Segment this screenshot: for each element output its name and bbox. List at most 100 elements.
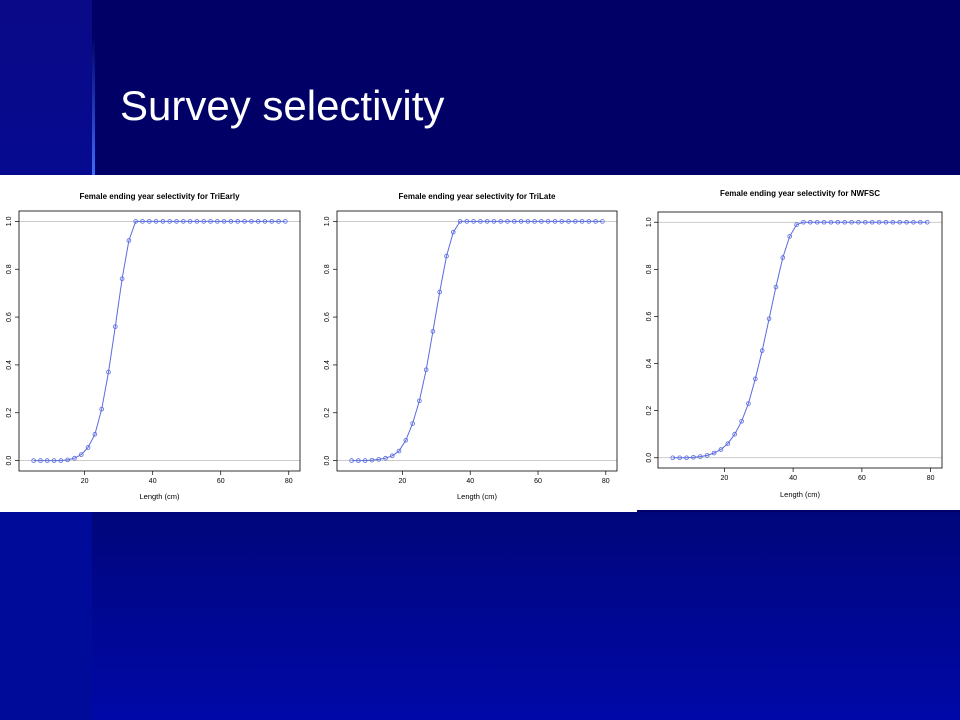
data-point — [924, 219, 930, 225]
chart-panel-triearly: Female ending year selectivity for TriEa… — [0, 175, 318, 512]
y-tick-label: 0.8 — [6, 264, 13, 274]
data-point — [890, 219, 896, 225]
y-tick-label: 1.0 — [6, 216, 13, 226]
data-point — [766, 316, 772, 322]
data-point — [403, 437, 409, 443]
plot-frame — [657, 211, 943, 469]
x-tick-label: 40 — [789, 475, 797, 482]
chart-panel-trilate: Female ending year selectivity for TriLa… — [318, 175, 637, 512]
data-point — [698, 454, 703, 459]
data-point — [677, 455, 682, 461]
y-tick-label: 0.8 — [324, 264, 331, 274]
y-tick-label: 0.0 — [6, 456, 13, 466]
data-point — [773, 284, 779, 290]
data-point — [417, 398, 422, 404]
y-tick-label: 0.6 — [646, 311, 653, 321]
data-point — [140, 219, 145, 224]
y-tick-label: 1.0 — [646, 217, 653, 227]
data-point — [572, 219, 578, 224]
data-point — [376, 457, 382, 462]
data-point — [283, 219, 288, 224]
data-point — [215, 219, 220, 224]
data-point — [828, 219, 834, 225]
y-tick-label: 0.4 — [6, 360, 13, 370]
chart-panel-nwfsc: Female ending year selectivity for NWFSC… — [637, 175, 960, 510]
data-point — [746, 401, 751, 406]
x-axis-label: Length (cm) — [457, 492, 498, 501]
data-point — [835, 219, 841, 225]
data-point — [38, 458, 43, 463]
data-point — [725, 441, 731, 446]
data-point — [235, 219, 241, 224]
data-point — [691, 454, 696, 460]
data-point — [491, 219, 497, 224]
data-point — [808, 219, 813, 225]
data-point — [753, 376, 758, 382]
chart-title: Female ending year selectivity for TriEa… — [79, 192, 240, 201]
y-tick-label: 0.8 — [646, 264, 653, 274]
data-point — [814, 219, 820, 225]
data-point — [593, 219, 598, 224]
data-point — [51, 458, 57, 463]
data-point — [552, 219, 558, 224]
series-line — [351, 220, 603, 462]
data-point — [559, 219, 565, 224]
data-point — [242, 219, 247, 224]
x-tick-label: 60 — [858, 475, 866, 482]
chart-title: Female ending year selectivity for NWFSC — [720, 189, 880, 198]
data-point — [457, 219, 463, 224]
title-accent-line — [92, 35, 95, 175]
data-point — [201, 219, 207, 224]
y-tick-label: 0.2 — [324, 408, 331, 418]
data-point — [842, 219, 847, 225]
series-line — [672, 221, 928, 459]
data-point — [383, 455, 388, 461]
data-point — [856, 219, 861, 225]
data-point — [484, 219, 490, 224]
plot-frame — [18, 210, 301, 472]
data-point — [918, 219, 923, 225]
data-point — [78, 452, 84, 457]
data-point — [423, 367, 429, 373]
x-tick-label: 80 — [927, 475, 935, 482]
data-point — [194, 219, 200, 224]
data-point — [160, 219, 166, 224]
data-point — [539, 219, 544, 224]
data-point — [389, 453, 395, 459]
data-point — [532, 219, 537, 224]
data-point — [31, 458, 36, 463]
y-tick-label: 0.0 — [646, 453, 653, 463]
data-point — [349, 458, 354, 463]
data-point — [545, 219, 551, 224]
data-point — [525, 219, 531, 224]
data-point — [369, 457, 375, 463]
data-point — [897, 219, 902, 225]
data-point — [732, 431, 737, 437]
data-point — [269, 219, 275, 224]
y-tick-label: 1.0 — [324, 216, 331, 226]
y-tick-label: 0.0 — [324, 456, 331, 466]
data-point — [863, 219, 868, 225]
data-point — [904, 219, 909, 225]
y-tick-label: 0.4 — [324, 360, 331, 370]
data-point — [249, 219, 254, 224]
plot-frame — [336, 210, 618, 472]
data-point — [262, 219, 268, 224]
data-point — [876, 219, 882, 225]
data-point — [106, 369, 111, 375]
x-tick-label: 40 — [466, 478, 474, 485]
data-point — [498, 219, 504, 224]
data-point — [356, 458, 361, 463]
data-point — [276, 219, 281, 224]
data-point — [794, 222, 799, 227]
data-point — [471, 219, 476, 224]
x-tick-label: 80 — [602, 478, 610, 485]
data-point — [579, 219, 585, 224]
x-tick-label: 20 — [720, 475, 728, 482]
data-point — [670, 455, 676, 461]
data-point — [759, 348, 765, 353]
data-point — [464, 219, 470, 224]
data-point — [396, 448, 402, 454]
data-point — [430, 329, 436, 334]
x-tick-label: 40 — [149, 478, 157, 485]
